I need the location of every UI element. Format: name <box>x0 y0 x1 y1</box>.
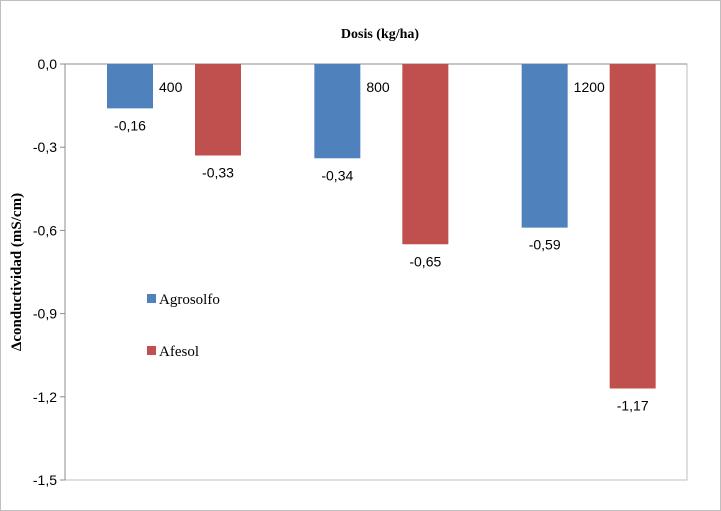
y-tick-label: 0,0 <box>38 56 58 72</box>
data-label: -0,34 <box>321 167 353 183</box>
bar-afesol-800 <box>402 64 449 245</box>
bar-afesol-1200 <box>609 64 656 389</box>
data-label: -0,59 <box>529 237 561 253</box>
y-ticks: 0,0 -0,3 -0,6 -0,9 -1,2 -1,5 <box>33 56 65 488</box>
y-tick-label: -0,9 <box>33 306 57 322</box>
data-label: -1,17 <box>617 397 649 413</box>
legend: Agrosolfo Afesol <box>147 292 220 360</box>
legend-swatch-agrosolfo <box>147 294 156 303</box>
category-label: 400 <box>159 79 183 95</box>
bar-agrosolfo-400 <box>107 64 153 109</box>
bars: -0,16 -0,33 400 -0,34 -0,65 800 -0,59 -1,17 1200 <box>107 64 656 413</box>
legend-label-agrosolfo: Agrosolfo <box>159 292 220 308</box>
bar-afesol-400 <box>195 64 241 156</box>
data-label: -0,16 <box>114 117 146 133</box>
plot-area <box>64 63 688 481</box>
y-tick-label: -0,3 <box>33 139 57 155</box>
category-label: 1200 <box>574 79 605 95</box>
chart-title: Dosis (kg/ha) <box>341 27 420 42</box>
data-label: -0,33 <box>202 165 234 181</box>
y-tick-label: -1,2 <box>33 389 57 405</box>
y-tick-label: -1,5 <box>33 472 57 488</box>
y-axis-label: Δconductividad (mS/cm) <box>9 193 25 351</box>
legend-label-afesol: Afesol <box>159 344 199 360</box>
bar-agrosolfo-1200 <box>521 64 568 228</box>
y-tick-label: -0,6 <box>33 222 57 238</box>
legend-swatch-afesol <box>147 346 156 355</box>
category-label: 800 <box>366 79 390 95</box>
bar-agrosolfo-800 <box>314 64 361 159</box>
data-label: -0,65 <box>409 253 441 269</box>
